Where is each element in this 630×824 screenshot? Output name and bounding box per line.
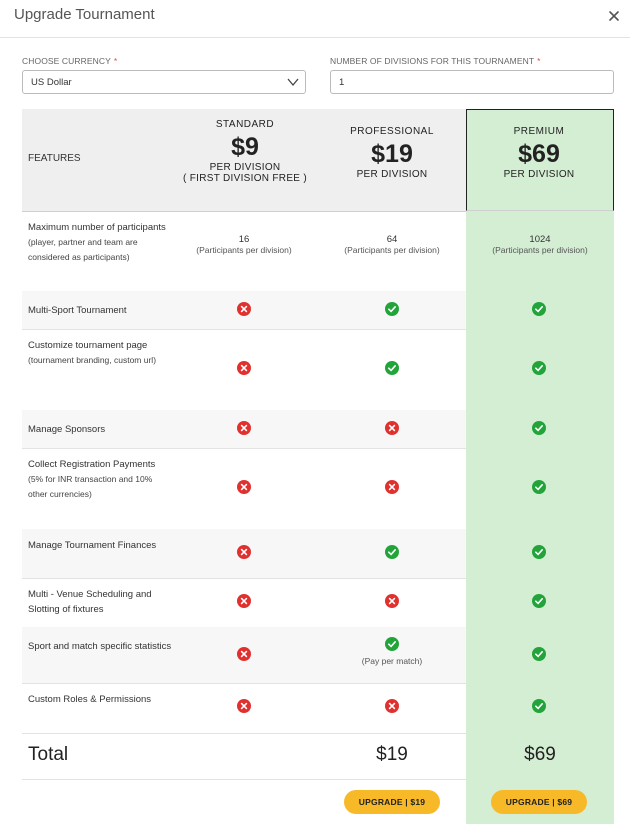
x-circle-icon [385, 421, 399, 435]
currency-value: US Dollar [31, 77, 72, 88]
plan-name: STANDARD [215, 119, 275, 130]
close-icon[interactable] [606, 8, 622, 24]
divisions-input[interactable]: 1 [330, 70, 614, 94]
feature-row: Multi - Venue Scheduling and Slotting of… [22, 578, 614, 628]
check-circle-icon [532, 545, 546, 559]
feature-label: Manage Sponsors [28, 424, 106, 435]
plan-per: PER DIVISION [503, 169, 575, 180]
feature-row: Sport and match specific statistics (Pay … [22, 627, 614, 684]
feature-row: Manage Sponsors [22, 410, 614, 449]
x-circle-icon [237, 480, 251, 494]
upgrade-premium-button[interactable]: UPGRADE | $69 [491, 790, 587, 814]
feature-row: Multi-Sport Tournament [22, 291, 614, 330]
total-label: Total [28, 744, 69, 765]
currency-label: CHOOSE CURRENCY * [22, 56, 118, 66]
total-row [22, 733, 614, 780]
check-circle-icon [532, 302, 546, 316]
feature-label: Sport and match specific statistics [28, 641, 172, 652]
x-circle-icon [237, 699, 251, 713]
check-circle-icon [532, 594, 546, 608]
feature-label: Multi - Venue Scheduling and Slotting of… [28, 589, 152, 615]
x-circle-icon [237, 421, 251, 435]
divisions-value: 1 [339, 77, 345, 88]
feature-row: Custom Roles & Permissions [22, 683, 614, 734]
plan-premium: PREMIUM $69 PER DIVISION [469, 126, 609, 180]
feature-row: Collect Registration Payments (5% for INR… [22, 448, 614, 530]
x-circle-icon [237, 594, 251, 608]
divisions-label: NUMBER OF DIVISIONS FOR THIS TOURNAMENT * [330, 56, 541, 66]
feature-label: Collect Registration Payments (5% for INR… [28, 459, 156, 499]
modal-title: Upgrade Tournament [14, 6, 155, 23]
check-circle-icon [532, 361, 546, 375]
participants-standard: 16 (Participants per division) [196, 234, 292, 255]
feature-label: Manage Tournament Finances [28, 540, 157, 551]
chevron-down-icon [287, 78, 299, 87]
participants-professional: 64 (Participants per division) [344, 234, 440, 255]
plan-name: PROFESSIONAL [350, 126, 434, 137]
check-circle-icon [385, 637, 399, 651]
plan-price: $69 [518, 140, 560, 168]
feature-label: Multi-Sport Tournament [28, 305, 127, 316]
x-circle-icon [385, 480, 399, 494]
plan-price: $19 [371, 140, 413, 168]
plan-standard: STANDARD $9 PER DIVISION ( FIRST DIVISIO… [175, 119, 315, 184]
x-circle-icon [237, 302, 251, 316]
feature-label: Custom Roles & Permissions [28, 694, 152, 705]
x-circle-icon [385, 594, 399, 608]
upgrade-professional-button[interactable]: UPGRADE | $19 [344, 790, 440, 814]
x-circle-icon [237, 361, 251, 375]
check-circle-icon [532, 421, 546, 435]
plan-note: ( FIRST DIVISION FREE ) [183, 173, 307, 184]
modal-header: Upgrade Tournament [0, 0, 630, 38]
x-circle-icon [237, 545, 251, 559]
x-circle-icon [237, 647, 251, 661]
check-circle-icon [532, 480, 546, 494]
participants-row: Maximum number of participants (player, … [22, 211, 614, 292]
check-circle-icon [532, 647, 546, 661]
plan-per: PER DIVISION [209, 162, 281, 173]
features-header: FEATURES [28, 153, 81, 164]
plan-price: $9 [231, 133, 259, 161]
plan-name: PREMIUM [513, 126, 565, 137]
feature-label: Customize tournament page (tournament bra… [28, 340, 157, 365]
feature-row: Customize tournament page (tournament bra… [22, 329, 614, 411]
x-circle-icon [385, 699, 399, 713]
check-circle-icon [532, 699, 546, 713]
pay-per-match-note: (Pay per match) [361, 656, 423, 666]
total-professional: $19 [376, 744, 408, 765]
plan-per: PER DIVISION [356, 169, 428, 180]
currency-select[interactable]: US Dollar [22, 70, 306, 94]
feature-row: Manage Tournament Finances [22, 529, 614, 579]
participants-premium: 1024 (Participants per division) [492, 234, 588, 255]
plan-professional: PROFESSIONAL $19 PER DIVISION [322, 126, 462, 180]
check-circle-icon [385, 361, 399, 375]
check-circle-icon [385, 302, 399, 316]
premium-header-cell [466, 109, 614, 211]
check-circle-icon [385, 545, 399, 559]
total-premium: $69 [524, 744, 556, 765]
feature-label: Maximum number of participants (player, … [28, 222, 166, 262]
